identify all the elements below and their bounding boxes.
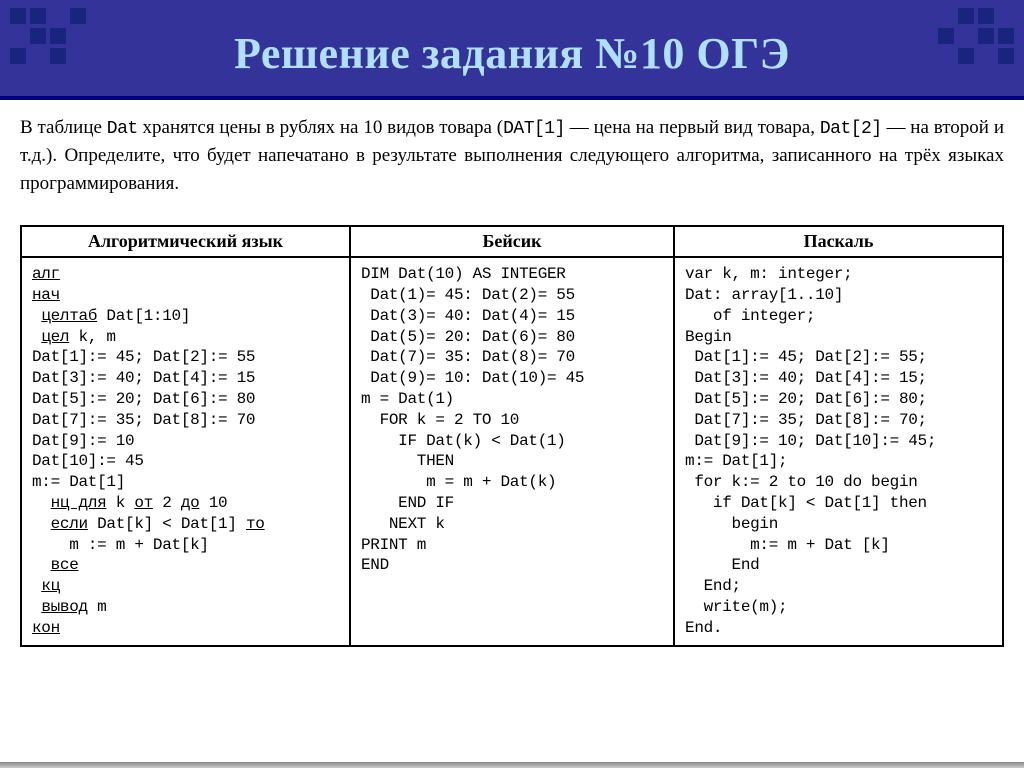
header-pascal: Паскаль [674,226,1003,257]
code-comparison-table: Алгоритмический язык Бейсик Паскаль алг … [20,225,1004,646]
cell-algorithmic: алг нач целтаб Dat[1:10] цел k, m Dat[1]… [21,257,350,645]
slide-header: Решение задания №10 ОГЭ [0,0,1024,100]
code-ref-dat: Dat [107,119,138,139]
decoration-left [10,8,86,64]
slide-title: Решение задания №10 ОГЭ [0,0,1024,79]
problem-t2: хранятся цены в рублях на 10 видов товар… [138,117,503,138]
footer-gradient [0,762,1024,768]
header-basic: Бейсик [350,226,674,257]
decoration-right [938,8,1014,64]
code-ref-dat2: Dat[2] [820,119,882,139]
slide-content: В таблице Dat хранятся цены в рублях на … [0,100,1024,657]
cell-pascal: var k, m: integer; Dat: array[1..10] of … [674,257,1003,645]
code-ref-dat1: DAT[1] [503,119,565,139]
code-basic: DIM Dat(10) AS INTEGER Dat(1)= 45: Dat(2… [361,264,665,576]
header-algorithmic: Алгоритмический язык [21,226,350,257]
problem-t3: — цена на первый вид товара, [565,117,820,138]
problem-t1: В таблице [20,117,107,138]
code-pascal: var k, m: integer; Dat: array[1..10] of … [685,264,994,638]
cell-basic: DIM Dat(10) AS INTEGER Dat(1)= 45: Dat(2… [350,257,674,645]
code-algorithmic: алг нач целтаб Dat[1:10] цел k, m Dat[1]… [32,264,341,638]
problem-statement: В таблице Dat хранятся цены в рублях на … [20,114,1004,197]
